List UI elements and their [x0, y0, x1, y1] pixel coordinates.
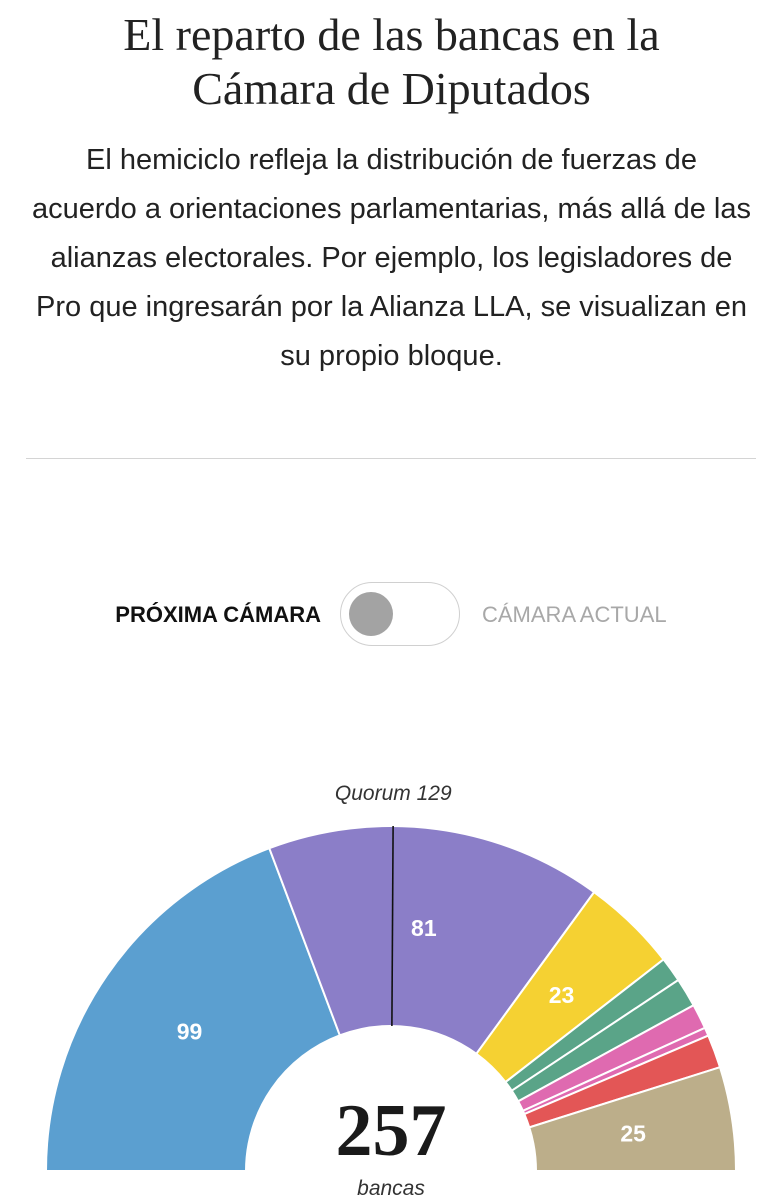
slice-2[interactable]	[267, 825, 596, 1056]
slice-label-1: 99	[177, 1019, 203, 1045]
hemicycle-chart: 99 81 23 25 Quorum 129 257 bancas	[0, 755, 783, 1200]
total-seats-label: bancas	[357, 1177, 425, 1200]
section-divider	[26, 458, 756, 459]
slice-9[interactable]	[528, 1065, 738, 1172]
toggle-label-camara-actual[interactable]: CÁMARA ACTUAL	[482, 602, 667, 627]
hemicycle-svg: 99 81 23 25 Quorum 129 257 bancas	[44, 782, 738, 1200]
slice-label-2: 81	[411, 915, 437, 941]
chamber-toggle-row: PRÓXIMA CÁMARA CÁMARA ACTUAL	[0, 582, 783, 648]
toggle-label-proxima-camara[interactable]: PRÓXIMA CÁMARA	[115, 602, 321, 627]
headline-line-1: El reparto de las bancas en la	[123, 9, 660, 60]
toggle-knob	[349, 592, 393, 636]
headline: El reparto de las bancas en la Cámara de…	[0, 8, 783, 116]
slice-label-3: 23	[549, 982, 575, 1008]
slice-1[interactable]	[44, 846, 342, 1172]
slices-layer	[44, 825, 738, 1172]
chamber-toggle-switch[interactable]	[340, 582, 460, 646]
total-seats-value: 257	[336, 1090, 447, 1172]
slice-labels-layer: 99 81 23 25	[177, 915, 646, 1146]
headline-line-2: Cámara de Diputados	[192, 63, 591, 114]
slice-label-9: 25	[620, 1121, 646, 1147]
lede-paragraph: El hemiciclo refleja la distribución de …	[32, 144, 751, 372]
quorum-line	[391, 826, 394, 1027]
quorum-label: Quorum 129	[335, 782, 452, 805]
